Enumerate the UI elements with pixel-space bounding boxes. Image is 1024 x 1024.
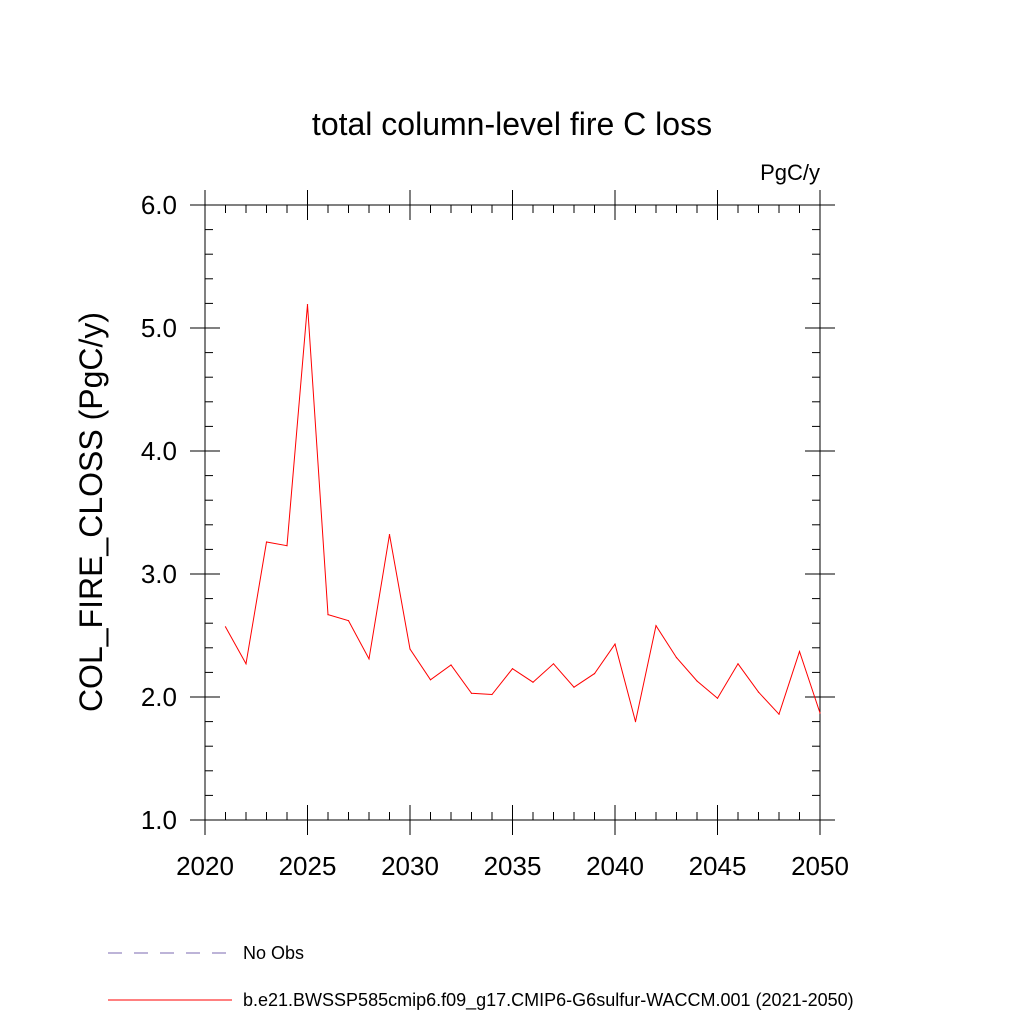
legend-label-model: b.e21.BWSSP585cmip6.f09_g17.CMIP6-G6sulf… — [243, 990, 854, 1011]
data-point — [655, 625, 657, 627]
data-point — [470, 692, 473, 694]
legend: No Obs b.e21.BWSSP585cmip6.f09_g17.CMIP6… — [108, 943, 854, 1011]
data-point — [798, 650, 801, 653]
data-point — [491, 693, 493, 696]
chart-title: total column-level fire C loss — [312, 106, 712, 142]
data-point — [347, 620, 350, 622]
data-point — [450, 664, 452, 666]
x-tick-label: 2040 — [586, 851, 644, 881]
data-point — [245, 663, 247, 665]
data-point — [593, 673, 596, 675]
legend-label-no-obs: No Obs — [243, 943, 304, 963]
minor-ticks — [205, 205, 820, 820]
series-line-0 — [225, 304, 821, 722]
plot-frame — [204, 204, 821, 821]
data-point — [511, 668, 514, 670]
data-point — [757, 691, 760, 693]
data-point — [327, 614, 329, 616]
x-tick-label: 2025 — [279, 851, 337, 881]
data-point — [573, 686, 575, 688]
data-point — [716, 697, 719, 699]
data-point — [224, 626, 227, 628]
data-point — [306, 304, 309, 306]
y-tick-label: 3.0 — [141, 559, 177, 589]
y-tick-labels: 1.0 2.0 3.0 4.0 5.0 6.0 — [141, 190, 177, 835]
series-layer — [224, 304, 821, 723]
y-tick-label: 2.0 — [141, 682, 177, 712]
data-point — [614, 643, 616, 645]
units-label: PgC/y — [760, 160, 820, 185]
y-tick-label: 5.0 — [141, 313, 177, 343]
data-point — [552, 663, 555, 665]
data-point — [675, 657, 678, 659]
data-point — [778, 713, 780, 715]
y-tick-label: 6.0 — [141, 190, 177, 220]
data-point — [368, 658, 370, 660]
data-point — [819, 712, 821, 714]
y-tick-label: 1.0 — [141, 805, 177, 835]
x-tick-label: 2035 — [484, 851, 542, 881]
data-point — [737, 663, 739, 665]
x-tick-label: 2050 — [791, 851, 849, 881]
data-point — [409, 648, 411, 650]
data-point — [286, 545, 288, 547]
data-point — [532, 681, 534, 683]
data-point — [696, 680, 698, 682]
data-point — [265, 541, 268, 543]
x-tick-label: 2020 — [176, 851, 234, 881]
data-point — [388, 534, 391, 536]
major-ticks — [190, 190, 835, 835]
data-point — [634, 721, 637, 723]
x-tick-labels: 2020 2025 2030 2035 2040 2045 2050 — [176, 851, 849, 881]
y-axis-label: COL_FIRE_CLOSS (PgC/y) — [73, 312, 109, 712]
y-tick-label: 4.0 — [141, 436, 177, 466]
x-tick-label: 2045 — [689, 851, 747, 881]
data-point — [429, 679, 432, 681]
x-tick-label: 2030 — [381, 851, 439, 881]
